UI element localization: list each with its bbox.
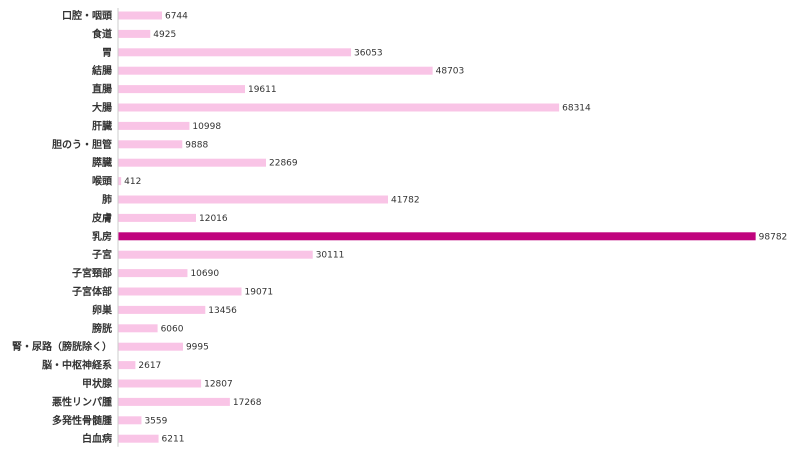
value-label: 6211 <box>162 435 185 445</box>
value-label: 48703 <box>436 67 465 77</box>
bar <box>118 379 202 388</box>
bar <box>118 287 242 296</box>
bar <box>118 213 197 222</box>
value-label: 41782 <box>391 196 420 206</box>
bar <box>118 85 245 94</box>
value-label: 12807 <box>204 380 233 390</box>
value-label: 412 <box>124 177 141 187</box>
category-label: 食道 <box>91 27 112 40</box>
value-label: 19611 <box>248 85 277 95</box>
value-label: 10998 <box>192 122 221 132</box>
bar <box>118 121 190 130</box>
bar <box>118 342 183 351</box>
category-label: 膵臓 <box>92 156 112 169</box>
category-label: 膀胱 <box>91 322 112 335</box>
category-label: 悪性リンパ腫 <box>52 395 112 408</box>
bar <box>118 158 267 167</box>
value-label: 12016 <box>199 214 228 224</box>
bar <box>118 66 433 75</box>
category-label: 結腸 <box>92 64 112 77</box>
bars-group: 口腔・咽頭 6744 食道 4925 胃 36053 結腸 48703 直腸 19611 大腸 683… <box>12 9 787 445</box>
bar <box>118 305 206 314</box>
value-label: 98782 <box>759 232 788 242</box>
category-label: 脳・中枢神経系 <box>42 359 112 372</box>
category-label: 喉頭 <box>92 175 113 188</box>
bar <box>118 11 162 20</box>
category-label: 皮膚 <box>91 211 112 224</box>
category-label: 直腸 <box>92 83 112 96</box>
value-label: 68314 <box>562 104 591 114</box>
category-label: 甲状腺 <box>82 377 113 390</box>
value-label: 4925 <box>153 30 176 40</box>
category-label: 口腔・咽頭 <box>62 9 113 22</box>
category-label: 胆のう・胆管 <box>52 138 112 151</box>
value-label: 22869 <box>269 159 298 169</box>
bar <box>118 29 151 38</box>
value-label: 9888 <box>185 140 208 150</box>
category-label: 肺 <box>102 193 112 206</box>
bar <box>118 48 352 57</box>
value-label: 17268 <box>233 398 262 408</box>
category-label: 大腸 <box>92 101 112 114</box>
category-label: 子宮 <box>92 248 112 261</box>
category-label: 卵巣 <box>92 303 113 316</box>
bar <box>118 269 188 278</box>
bar <box>118 232 756 241</box>
value-label: 9995 <box>186 343 209 353</box>
category-label: 乳房 <box>92 230 112 243</box>
category-label: 腎・尿路（膀胱除く） <box>12 340 112 353</box>
bar <box>118 195 388 204</box>
bar <box>118 103 560 112</box>
bar <box>118 416 142 425</box>
value-label: 2617 <box>138 361 161 371</box>
value-label: 30111 <box>316 251 345 261</box>
category-label: 子宮体部 <box>72 285 112 298</box>
value-label: 6744 <box>165 12 188 22</box>
category-label: 白血病 <box>82 432 112 445</box>
value-label: 19071 <box>245 288 274 298</box>
value-label: 13456 <box>208 306 237 316</box>
bar <box>118 324 158 333</box>
bar <box>118 140 183 149</box>
category-label: 多発性骨髄腫 <box>52 414 112 427</box>
bar <box>118 250 313 259</box>
category-label: 肝臓 <box>92 119 112 132</box>
category-label: 胃 <box>102 47 112 59</box>
category-label: 子宮頸部 <box>72 267 112 280</box>
bar <box>118 434 159 443</box>
value-label: 6060 <box>161 324 184 334</box>
value-label: 3559 <box>144 416 167 426</box>
bar <box>118 397 230 406</box>
value-label: 36053 <box>354 48 383 58</box>
bar <box>118 361 136 370</box>
value-label: 10690 <box>190 269 219 279</box>
bar <box>118 177 122 186</box>
